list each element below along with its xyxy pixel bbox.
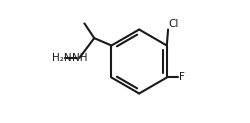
- Text: H₂N: H₂N: [52, 53, 72, 63]
- Text: Cl: Cl: [169, 19, 179, 29]
- Text: F: F: [178, 72, 184, 83]
- Text: NH: NH: [72, 53, 87, 63]
